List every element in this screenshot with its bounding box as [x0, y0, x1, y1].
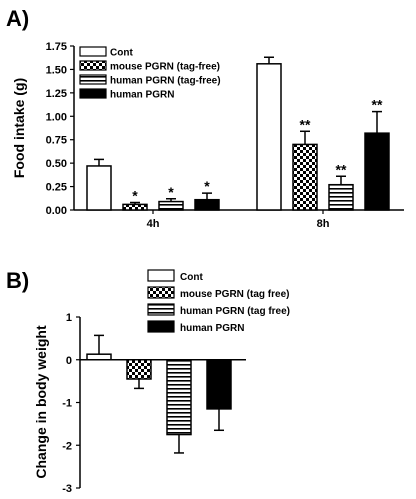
- panel-b-legend-swatch: [147, 303, 175, 316]
- panel-a-y-tick-label: 1.75: [46, 41, 67, 53]
- panel-a-legend-label: Cont: [110, 48, 133, 59]
- panel-a-y-tick-label: 1.25: [46, 88, 67, 100]
- panel-b-y-tick-label: -1: [62, 398, 72, 410]
- panel-b-legend-label: human PGRN: [180, 323, 244, 334]
- panel-a-bar: [194, 198, 220, 211]
- panel-a-x-tick-label: 4h: [147, 218, 160, 230]
- panel-b-bars: [86, 334, 232, 454]
- panel-a-legend-swatch: [79, 60, 107, 71]
- panel-a-legend-label: mouse PGRN (tag-free): [110, 62, 220, 73]
- panel-a-bar: [158, 200, 184, 211]
- panel-b-legend: Cont mouse PGRN (tag free) human PGRN (tag…: [147, 269, 290, 334]
- panel-a-bar: [86, 165, 112, 211]
- panel-a-significance-label: **: [300, 116, 311, 132]
- panel-a-x-tick-label: 8h: [317, 218, 330, 230]
- panel-a-legend-swatch: [79, 88, 107, 99]
- panel-b: B) Change in body weight -3 -2 -1 0 1 Cont mo…: [6, 268, 290, 495]
- panel-a-y-tick-label: 1.50: [46, 64, 67, 76]
- panel-b-y-tick-label: -2: [62, 440, 72, 452]
- panel-b-y-tick-label: 1: [66, 312, 72, 324]
- panel-a-y-tick-label: 0.75: [46, 135, 67, 147]
- panel-a-bar: [292, 143, 318, 211]
- panel-b-bar: [166, 359, 192, 436]
- panel-a-legend-label: human PGRN (tag-free): [110, 76, 221, 87]
- panel-a-bars: *********: [86, 56, 390, 211]
- panel-a: A) Food intake (g) 0.00 0.25 0.50 0.75 1.00 1…: [6, 6, 404, 230]
- panel-b-y-axis-label: Change in body weight: [33, 325, 49, 479]
- panel-b-bar: [86, 353, 112, 361]
- panel-a-bar: [364, 132, 390, 211]
- panel-a-bar: [122, 203, 148, 211]
- panel-b-legend-swatch: [147, 320, 175, 333]
- panel-a-significance-label: *: [132, 188, 138, 204]
- panel-a-legend-swatch: [79, 46, 107, 57]
- panel-b-bar: [206, 359, 232, 410]
- panel-a-letter: A): [6, 6, 29, 31]
- panel-a-y-tick-label: 0.00: [46, 205, 67, 217]
- panel-a-significance-label: *: [168, 184, 174, 200]
- panel-b-y-tick-label: -3: [62, 483, 72, 495]
- panel-a-y-tick-label: 0.25: [46, 182, 67, 194]
- panel-b-bar: [126, 359, 152, 380]
- panel-b-legend-swatch: [147, 286, 175, 299]
- panel-a-bar: [328, 183, 354, 211]
- panel-a-y-axis-label: Food intake (g): [11, 78, 27, 178]
- panel-b-legend-swatch: [147, 269, 175, 282]
- panel-a-legend: Cont mouse PGRN (tag-free) human PGRN (tag…: [79, 46, 221, 101]
- panel-a-significance-label: **: [336, 161, 347, 177]
- panel-a-y-tick-label: 0.50: [46, 158, 67, 170]
- panel-a-legend-swatch: [79, 74, 107, 85]
- panel-b-legend-label: Cont: [180, 272, 203, 283]
- panel-b-y-tick-label: 0: [66, 355, 72, 367]
- panel-a-significance-label: *: [204, 178, 210, 194]
- panel-b-legend-label: human PGRN (tag free): [180, 306, 290, 317]
- panel-a-bar: [256, 63, 282, 211]
- panel-a-legend-label: human PGRN: [110, 90, 174, 101]
- panel-b-letter: B): [6, 268, 29, 293]
- panel-a-y-tick-label: 1.00: [46, 111, 67, 123]
- panel-b-legend-label: mouse PGRN (tag free): [180, 289, 289, 300]
- panel-a-significance-label: **: [372, 97, 383, 113]
